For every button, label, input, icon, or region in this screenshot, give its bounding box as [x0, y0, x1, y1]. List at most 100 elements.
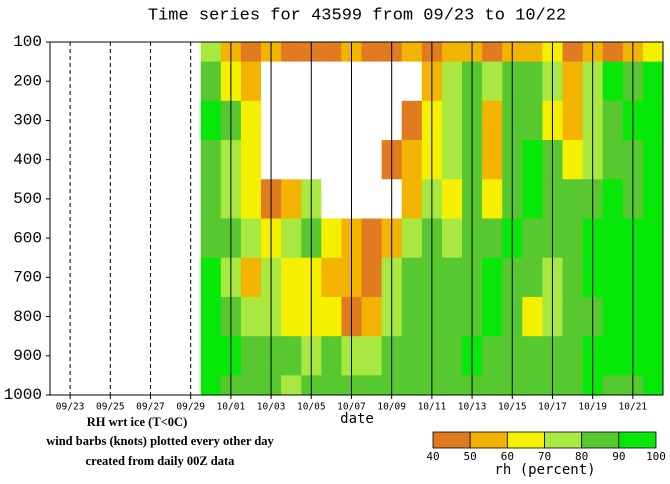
colorbar-swatch	[544, 431, 583, 449]
cell	[240, 336, 262, 376]
cell	[200, 140, 222, 180]
cell	[482, 257, 503, 298]
cell	[321, 61, 342, 102]
x-tick-label: 10/05	[297, 402, 326, 413]
x-axis-label: date	[340, 411, 374, 427]
cell	[281, 336, 302, 376]
cell	[562, 257, 584, 298]
y-tick-label: 700	[13, 269, 42, 287]
cell	[642, 218, 664, 259]
cell	[562, 375, 584, 396]
cell	[482, 61, 503, 102]
cell	[321, 140, 342, 180]
plot-frame	[49, 41, 664, 396]
cell	[200, 375, 222, 396]
colorbar-label: rh (percent)	[494, 462, 595, 478]
cell	[240, 100, 262, 141]
colorbar-tick-label: 80	[575, 450, 588, 463]
cell	[200, 218, 222, 259]
cell	[361, 257, 383, 298]
x-tick-label: 09/29	[176, 402, 205, 413]
cell	[401, 257, 423, 298]
y-tick-label: 300	[13, 112, 42, 130]
cell	[361, 179, 383, 219]
cell	[602, 336, 624, 376]
y-tick-label: 500	[13, 190, 42, 208]
cell	[281, 296, 302, 337]
x-tick-label: 10/15	[498, 402, 527, 413]
cell	[401, 375, 423, 396]
note: wind barbs (knots) plotted every other d…	[46, 434, 274, 448]
cell	[602, 140, 624, 180]
cell	[401, 296, 423, 337]
y-tick-label: 900	[13, 347, 42, 365]
cell	[642, 42, 664, 63]
cell	[281, 140, 302, 180]
cell	[321, 42, 342, 63]
colorbar-tick-label: 40	[426, 450, 439, 463]
cell	[240, 296, 262, 337]
cell	[281, 179, 302, 219]
cell	[401, 218, 423, 259]
cell	[642, 336, 664, 376]
cell	[441, 336, 463, 376]
chart-title: Time series for 43599 from 09/23 to 10/2…	[148, 6, 566, 25]
cell	[200, 61, 222, 102]
cell	[642, 257, 664, 298]
cell	[361, 100, 383, 141]
cell	[562, 296, 584, 337]
cell	[200, 296, 222, 337]
cell	[361, 375, 383, 396]
cell	[200, 42, 222, 63]
cell	[482, 42, 503, 63]
cell	[321, 336, 342, 376]
cell	[401, 336, 423, 376]
cell	[281, 100, 302, 141]
cell	[562, 218, 584, 259]
cell	[602, 218, 624, 259]
x-tick-label: 10/13	[458, 402, 487, 413]
cell	[401, 42, 423, 63]
cell	[281, 218, 302, 259]
cell	[281, 375, 302, 396]
cell	[361, 218, 383, 259]
cell	[562, 179, 584, 219]
cell	[602, 42, 624, 63]
colorbar-swatch	[581, 431, 620, 449]
cell	[642, 140, 664, 180]
cell	[602, 179, 624, 219]
cell	[321, 218, 342, 259]
cell	[441, 218, 463, 259]
colorbar-tick-label: 90	[612, 450, 625, 463]
cell	[441, 257, 463, 298]
cell	[441, 140, 463, 180]
cell	[240, 140, 262, 180]
cell	[441, 42, 463, 63]
y-tick-label: 1000	[4, 386, 42, 404]
cell	[281, 42, 302, 63]
colorbar-tick-label: 70	[538, 450, 551, 463]
cell	[482, 179, 503, 219]
cell	[482, 100, 503, 141]
cell	[441, 375, 463, 396]
cell	[401, 61, 423, 102]
cell	[401, 179, 423, 219]
cell	[522, 100, 543, 141]
cell	[441, 61, 463, 102]
cell	[642, 179, 664, 219]
cell	[522, 140, 543, 180]
cell	[240, 179, 262, 219]
cell	[522, 61, 543, 102]
cell	[522, 218, 543, 259]
cell	[562, 140, 584, 180]
cell	[522, 336, 543, 376]
cell	[321, 100, 342, 141]
x-tick-label: 10/03	[257, 402, 286, 413]
cell	[240, 257, 262, 298]
cell	[361, 42, 383, 63]
colorbar-tick-label: 60	[501, 450, 514, 463]
cell	[441, 100, 463, 141]
cell	[281, 61, 302, 102]
cell	[602, 375, 624, 396]
